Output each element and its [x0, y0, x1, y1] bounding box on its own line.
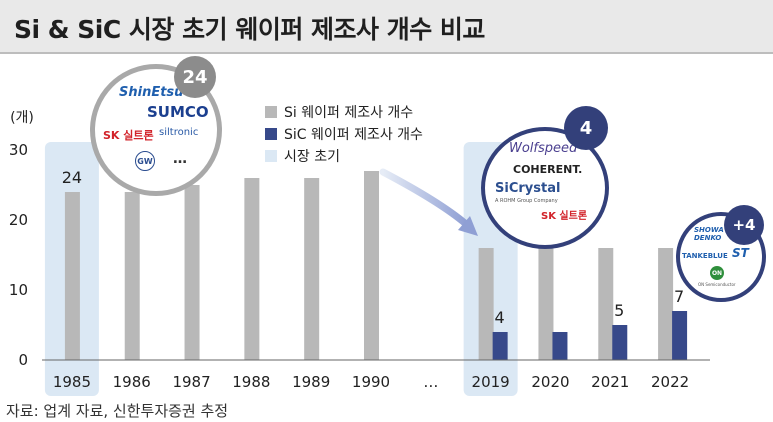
shinetsu-logo: ShinEtsu: [119, 85, 184, 100]
on-logo: ON: [710, 266, 724, 280]
sumco-logo: SUMCO: [147, 103, 209, 121]
siltronic-logo: siltronic: [159, 127, 199, 138]
legend-label-sic: SiC 웨이퍼 제조사 개수: [284, 127, 423, 143]
bar-si-2021: [598, 248, 614, 360]
legend-swatch-si: [265, 106, 277, 118]
data-label-2019-1: 4: [495, 308, 505, 327]
bar-si-1990: [364, 171, 379, 360]
bar-si-1986: [124, 192, 140, 360]
bar-si-1989: [304, 178, 320, 360]
bar-sic-2022: [672, 311, 688, 360]
x-tick-label-10: 2022: [651, 373, 689, 391]
bar-si-1987: [184, 185, 200, 360]
bar-si-2022: [658, 248, 674, 360]
sk-siltron-logo: SK 실트론: [103, 129, 154, 142]
rohm-group-text: A ROHM Group Company: [495, 198, 558, 204]
more-ellipsis: …: [173, 151, 187, 167]
source-note: 자료: 업계 자료, 신한투자증권 추정: [6, 402, 229, 420]
y-tick-label-30: 30: [9, 141, 28, 159]
y-axis-unit: (개): [10, 110, 34, 126]
x-tick-label-5: 1990: [352, 373, 390, 391]
data-label-1985-0: 24: [62, 168, 82, 187]
sic-count-badge: 4: [564, 106, 608, 150]
x-tick-label-0: 1985: [53, 373, 91, 391]
legend-swatch-early-market: [265, 150, 277, 162]
tankeblue-logo: TANKEBLUE: [682, 252, 728, 260]
x-tick-label-3: 1988: [232, 373, 270, 391]
bar-sic-2020: [552, 332, 568, 360]
bar-sic-2021: [612, 325, 628, 360]
bar-si-1985: [64, 192, 80, 360]
sic-count-text: 4: [579, 117, 593, 139]
transition-arrow: [379, 168, 470, 228]
wolfspeed-logo: Wolfspeed: [509, 141, 578, 156]
sic-added-badge: +4: [724, 205, 764, 245]
bar-sic-2019: [492, 332, 508, 360]
legend: Si 웨이퍼 제조사 개수 SiC 웨이퍼 제조사 개수 시장 초기: [265, 101, 423, 167]
sicrystal-logo: SiCrystal: [495, 181, 561, 196]
si-count-badge: 24: [174, 56, 216, 98]
x-tick-label-7: 2019: [472, 373, 510, 391]
y-tick-label-10: 10: [9, 281, 28, 299]
data-label-2021-1: 5: [614, 301, 624, 320]
data-label-2022-1: 7: [674, 287, 684, 306]
bar-si-2020: [538, 248, 554, 360]
x-tick-label-8: 2020: [531, 373, 569, 391]
y-tick-label-20: 20: [9, 211, 28, 229]
legend-item-sic: SiC 웨이퍼 제조사 개수: [265, 123, 423, 145]
title-bar: Si & SiC 시장 초기 웨이퍼 제조사 개수 비교: [0, 0, 773, 54]
st-logo: ST: [732, 246, 749, 260]
sic-added-text: +4: [732, 216, 756, 234]
x-tick-label-2: 1987: [172, 373, 210, 391]
sk-siltron-logo-2: SK 실트론: [541, 211, 588, 222]
legend-label-si: Si 웨이퍼 제조사 개수: [284, 105, 414, 121]
legend-item-si: Si 웨이퍼 제조사 개수: [265, 101, 423, 123]
coherent-logo: COHERENT.: [513, 163, 583, 176]
x-tick-label-1: 1986: [113, 373, 151, 391]
showa-denko-logo: SHOWA DENKO: [694, 226, 724, 242]
page-title: Si & SiC 시장 초기 웨이퍼 제조사 개수 비교: [14, 15, 485, 44]
y-tick-label-0: 0: [18, 351, 28, 369]
x-tick-label-4: 1989: [292, 373, 330, 391]
transition-arrowhead: [458, 216, 478, 236]
on-semiconductor-text: ON Semiconductor: [698, 282, 736, 287]
legend-swatch-sic: [265, 128, 277, 140]
x-tick-label-6: …: [423, 373, 438, 391]
bar-chart: 1985 1986 1987 1988 1989 1990… 2019 2020 2021 202…: [9, 110, 710, 396]
bar-si-2019: [478, 248, 494, 360]
legend-label-early-market: 시장 초기: [284, 149, 340, 165]
bar-si-1988: [244, 178, 260, 360]
legend-item-early-market: 시장 초기: [265, 145, 423, 167]
gw-logo: GW: [135, 151, 155, 171]
x-tick-label-9: 2021: [591, 373, 629, 391]
si-count-text: 24: [182, 66, 208, 88]
